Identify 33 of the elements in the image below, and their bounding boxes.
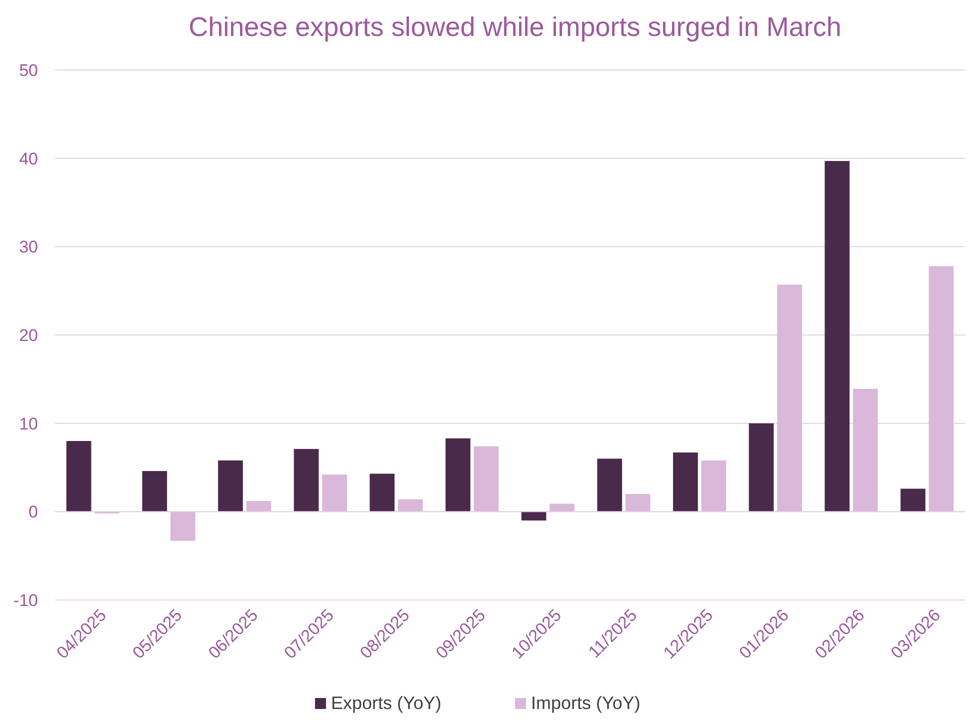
bar — [322, 474, 347, 512]
y-tick-label: 50 — [19, 60, 38, 80]
y-tick-label: 30 — [19, 238, 38, 257]
bar — [673, 452, 698, 512]
bar — [398, 499, 423, 512]
bar — [550, 504, 574, 512]
bar — [852, 388, 878, 512]
bar — [597, 458, 622, 512]
bar — [701, 460, 726, 512]
bar — [824, 160, 850, 512]
bar — [625, 494, 650, 512]
bar — [66, 441, 92, 512]
legend-label: Exports (YoY) — [331, 693, 442, 713]
bar — [294, 448, 319, 512]
y-tick-label: 0 — [28, 502, 38, 522]
bar — [474, 446, 499, 512]
y-tick-label: -10 — [13, 590, 38, 610]
bar — [446, 438, 470, 512]
bar — [521, 512, 546, 520]
bar — [748, 423, 774, 512]
legend-label: Imports (YoY) — [531, 693, 640, 713]
y-tick-label: 10 — [19, 414, 38, 434]
chart-title: Chinese exports slowed while imports surged in March — [188, 12, 842, 42]
bar — [246, 501, 272, 512]
bar — [218, 460, 243, 512]
bar — [170, 512, 196, 541]
bar — [142, 471, 168, 512]
bar — [777, 284, 802, 512]
bar — [928, 266, 954, 512]
y-tick-label: 40 — [19, 149, 38, 168]
bar — [900, 488, 926, 512]
bar — [370, 474, 395, 512]
y-tick-label: 20 — [19, 326, 38, 345]
